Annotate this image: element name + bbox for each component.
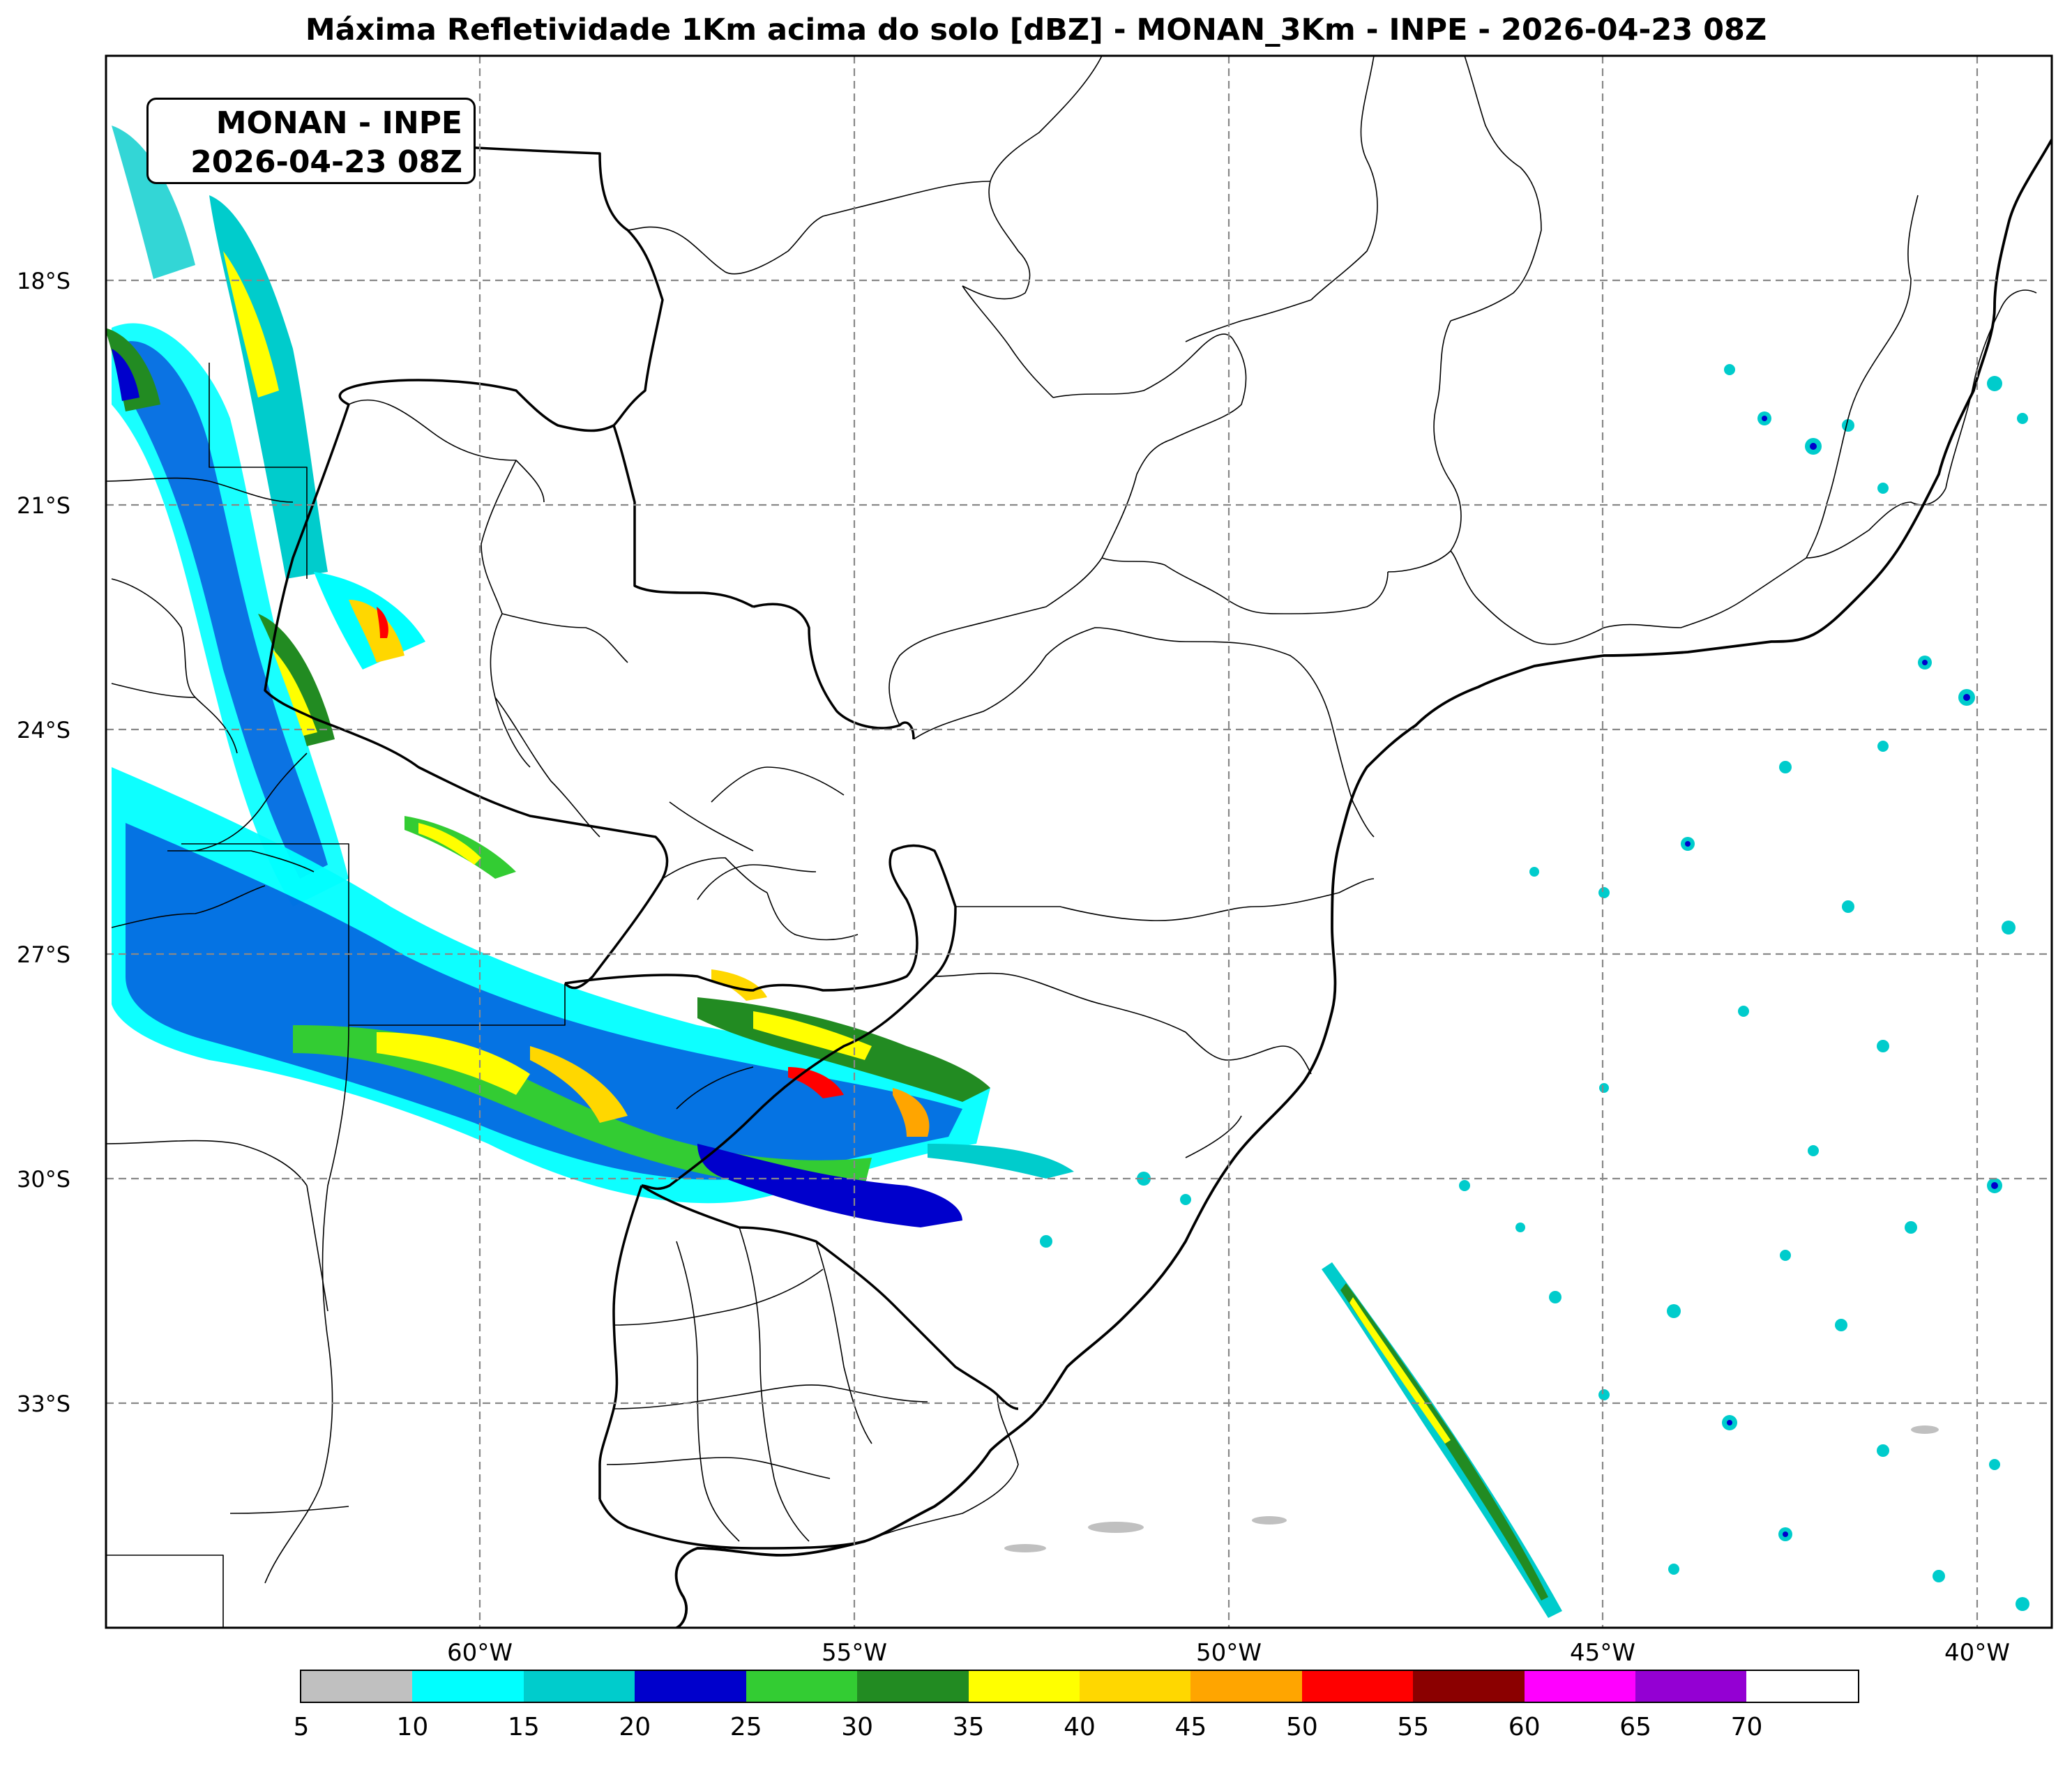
colorbar-tick-label: 5 (293, 1713, 310, 1741)
colorbar-segment (857, 1671, 969, 1702)
lat-label: 21°S (17, 492, 71, 519)
lon-label: 45°W (1570, 1639, 1635, 1667)
country-borders (160, 121, 1019, 1550)
figure-title: Máxima Refletividade 1Km acima do solo [… (305, 13, 1767, 47)
info-box-datetime: 2026-04-23 08Z (190, 144, 462, 180)
colorbar-tick-label: 50 (1285, 1713, 1318, 1741)
lat-label: 27°S (17, 941, 71, 968)
colorbar-tick-label: 30 (841, 1713, 874, 1741)
colorbar-segment (1524, 1671, 1636, 1702)
lon-label: 50°W (1196, 1639, 1262, 1667)
lat-label: 18°S (17, 268, 71, 294)
lat-label: 33°S (17, 1391, 71, 1417)
map-frame (105, 54, 2053, 1629)
colorbar-tick-label: 10 (396, 1713, 429, 1741)
colorbar-tick-label: 15 (507, 1713, 540, 1741)
lat-label: 30°S (17, 1166, 71, 1193)
colorbar-segment (412, 1671, 524, 1702)
lat-label: 24°S (17, 717, 71, 743)
graticule (106, 56, 2052, 1628)
colorbar-segment (746, 1671, 858, 1702)
colorbar-segment (1190, 1671, 1302, 1702)
colorbar-segment (301, 1671, 413, 1702)
colorbar-segment (1746, 1671, 1858, 1702)
lon-label: 55°W (822, 1639, 887, 1667)
lon-label: 60°W (447, 1639, 513, 1667)
colorbar-tick-label: 55 (1397, 1713, 1430, 1741)
colorbar-segment (635, 1671, 746, 1702)
colorbar-segment (1635, 1671, 1747, 1702)
reflectivity-field (106, 126, 2029, 1618)
state-borders (106, 56, 2037, 1628)
colorbar-segment (1079, 1671, 1191, 1702)
colorbar-tick-label: 60 (1508, 1713, 1541, 1741)
colorbar-tick-label: 35 (952, 1713, 985, 1741)
colorbar-segment (523, 1671, 635, 1702)
colorbar-tick-label: 45 (1174, 1713, 1207, 1741)
info-box: MONAN - INPE 2026-04-23 08Z (146, 98, 476, 184)
colorbar-segment (1413, 1671, 1525, 1702)
colorbar-tick-label: 25 (729, 1713, 762, 1741)
info-box-model: MONAN - INPE (215, 105, 462, 141)
colorbar-tick-label: 65 (1619, 1713, 1652, 1741)
colorbar-segment (968, 1671, 1080, 1702)
colorbar-tick-label: 40 (1064, 1713, 1096, 1741)
colorbar (300, 1670, 1859, 1703)
colorbar-segment (1301, 1671, 1414, 1702)
lon-label: 40°W (1944, 1639, 2010, 1667)
colorbar-tick-label: 20 (619, 1713, 651, 1741)
colorbar-tick-label: 70 (1730, 1713, 1763, 1741)
coastline (674, 139, 2052, 1628)
